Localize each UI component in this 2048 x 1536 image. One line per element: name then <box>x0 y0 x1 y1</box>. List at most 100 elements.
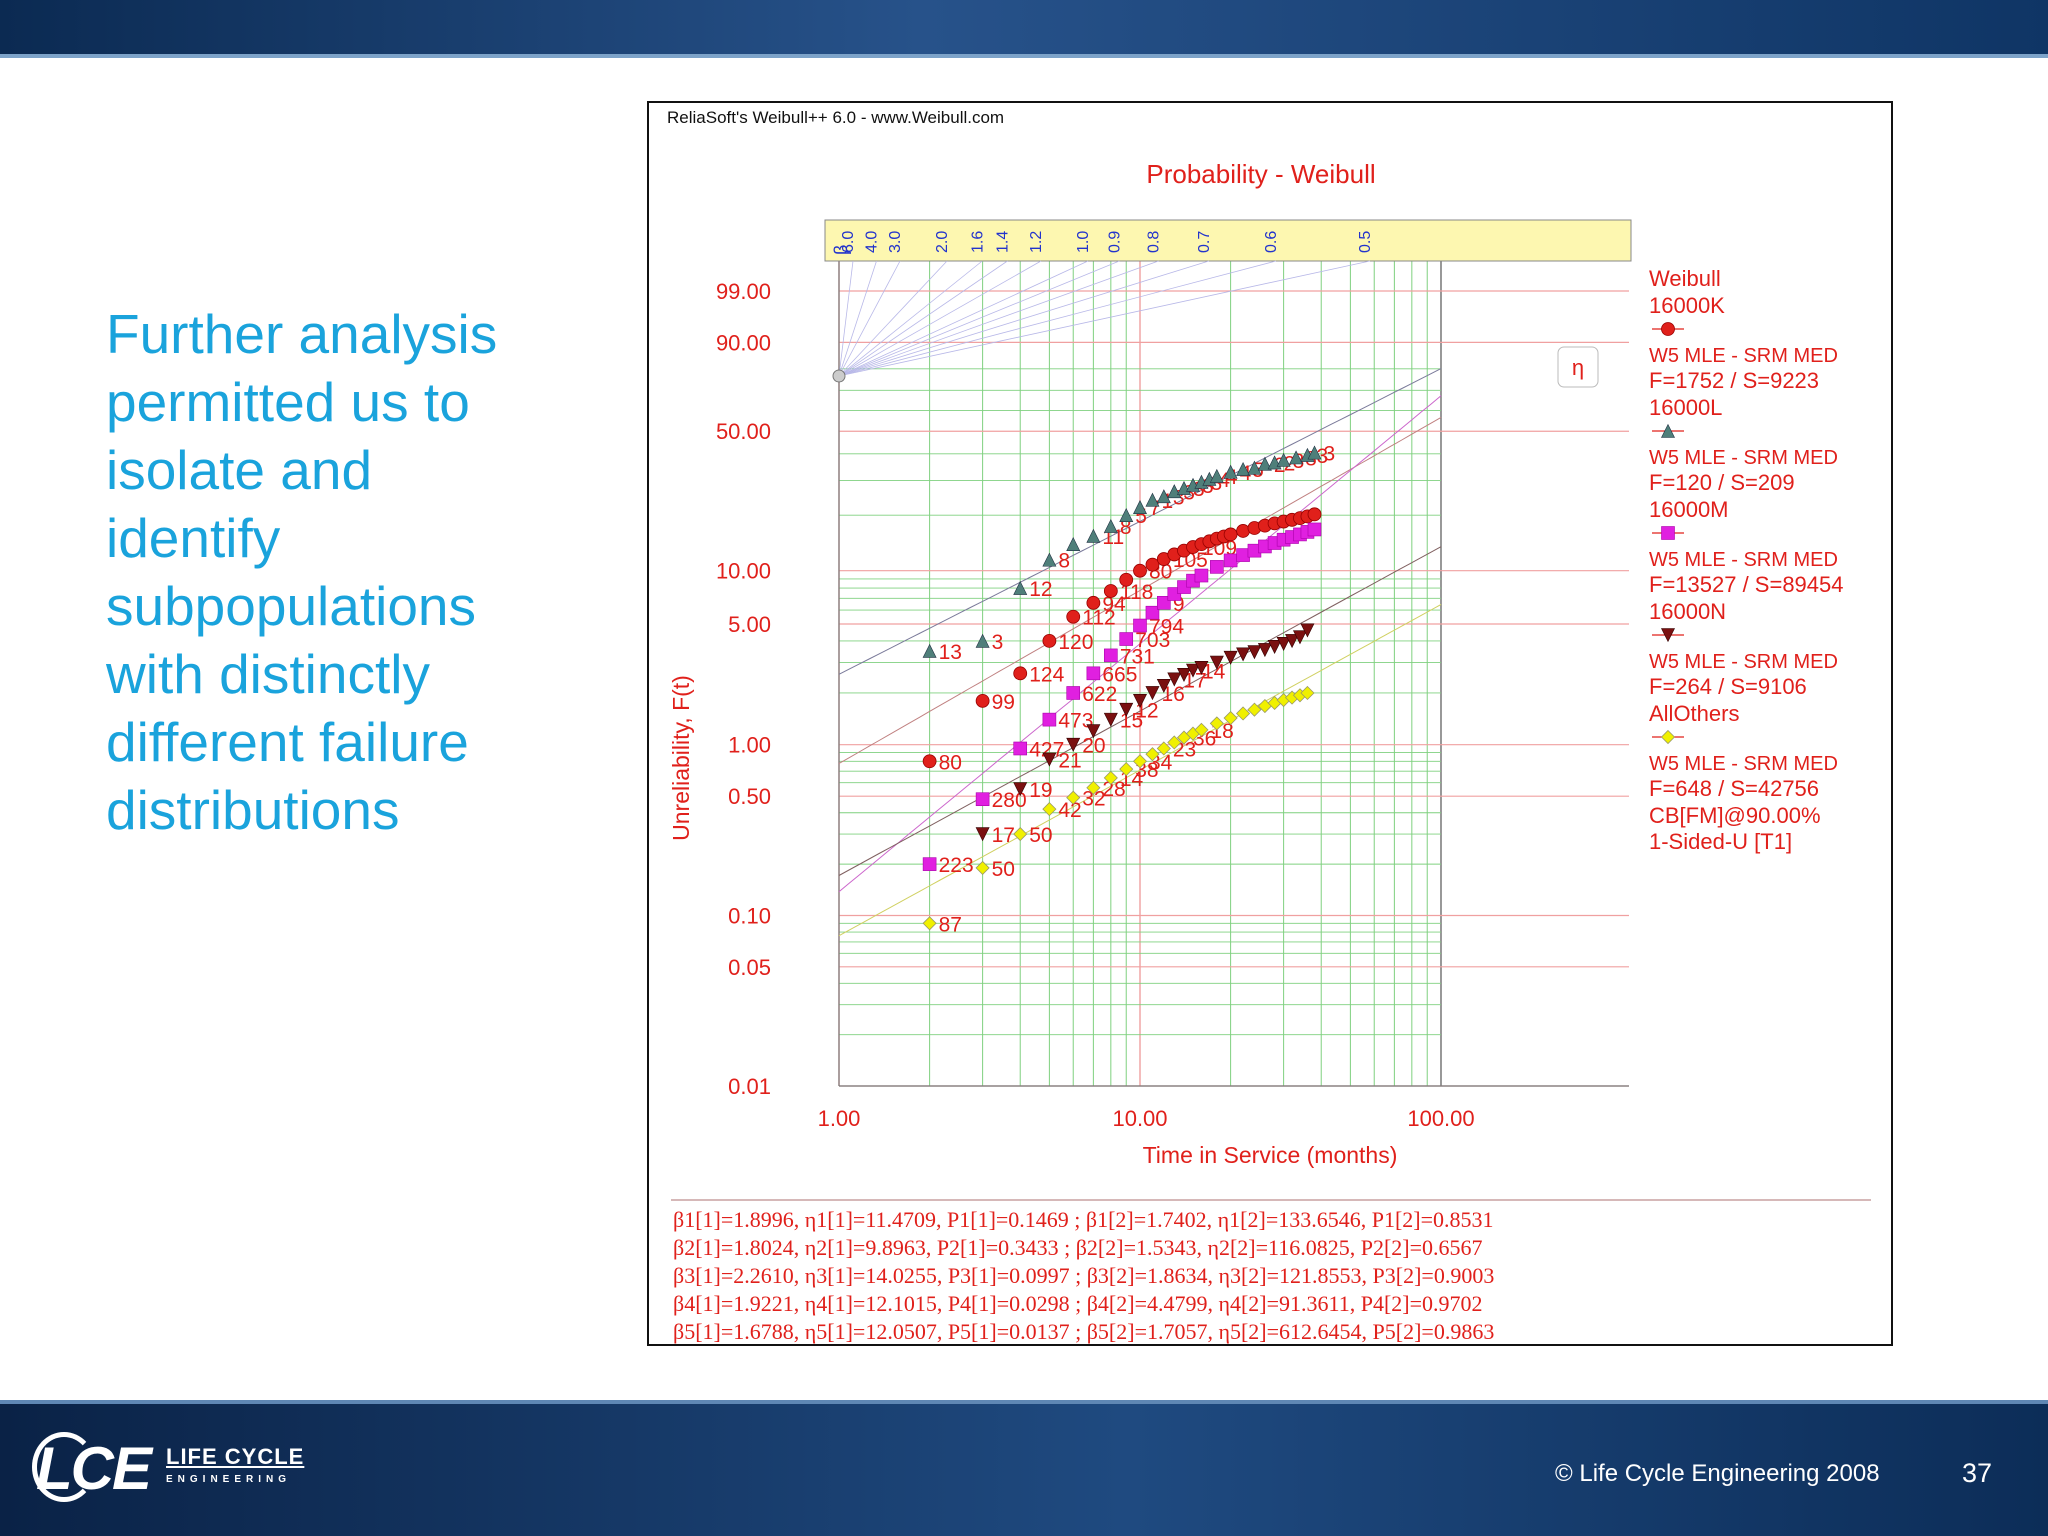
beta-guide-line <box>838 260 1089 377</box>
data-point-label: 731 <box>1120 645 1155 668</box>
slide-text-line: Further analysis <box>106 303 498 365</box>
beta-scale-tick: 2.0 <box>934 231 951 253</box>
beta-scale-tick: 1.2 <box>1028 231 1045 253</box>
y-tick-label: 50.00 <box>716 419 771 444</box>
y-tick-label: 0.10 <box>728 903 771 928</box>
data-point-label: 21 <box>1058 749 1081 772</box>
data-point <box>1236 706 1251 721</box>
data-point <box>1210 560 1224 574</box>
data-point-label: 118 <box>1120 581 1153 604</box>
data-point-label: 14 <box>1202 660 1226 683</box>
data-point <box>1042 634 1057 648</box>
beta-scale-tick: 0.9 <box>1106 231 1123 253</box>
data-point-label: 9 <box>1173 593 1185 616</box>
fitted-line <box>838 368 1442 675</box>
legend-marker <box>1660 729 1676 745</box>
y-tick-label: 10.00 <box>716 559 771 584</box>
x-axis-label: Time in Service (months) <box>1143 1142 1398 1168</box>
legend-series-name: 16000N <box>1649 599 1726 624</box>
data-point <box>1257 643 1272 658</box>
slide-body-text: Further analysis permitted us to isolate… <box>106 300 586 844</box>
data-point <box>1257 456 1272 471</box>
data-point <box>922 754 937 769</box>
legend-series-name: AllOthers <box>1649 701 1739 726</box>
data-point <box>1236 647 1251 662</box>
y-tick-label: 1.00 <box>728 733 771 758</box>
chart-title: Probability - Weibull <box>1146 159 1375 189</box>
data-point <box>1307 522 1322 537</box>
data-point-label: 794 <box>1149 616 1184 639</box>
data-point-label: 17 <box>992 824 1015 847</box>
parameter-line: β3[1]=2.2610, η3[1]=14.0255, P3[1]=0.099… <box>673 1263 1494 1288</box>
data-point <box>1013 741 1028 756</box>
data-point-label: 3 <box>1210 472 1222 495</box>
data-point <box>1133 618 1147 633</box>
data-point <box>1042 752 1057 767</box>
data-point-label: 223 <box>939 854 974 877</box>
data-point-label: 8 <box>1058 550 1070 573</box>
data-point <box>1209 468 1224 483</box>
data-point <box>975 633 990 648</box>
data-point-label: 87 <box>939 913 962 936</box>
data-point <box>1167 672 1182 687</box>
beta-scale-tick: 1.4 <box>994 231 1011 253</box>
fitted-line <box>838 604 1442 937</box>
data-point-label: 42 <box>1058 799 1081 822</box>
data-point <box>1247 702 1262 717</box>
bottom-banner <box>0 1400 2048 1536</box>
slide-text-line: isolate and <box>106 439 373 501</box>
data-point <box>1132 754 1148 769</box>
legend-series-name: 16000K <box>1649 293 1725 318</box>
data-point <box>975 860 990 875</box>
data-point <box>1042 802 1057 817</box>
legend-method: W5 MLE - SRM MED <box>1649 753 1838 775</box>
data-point-label: 80 <box>939 751 962 774</box>
data-point <box>1066 790 1081 805</box>
slide-text-line: identify <box>106 507 281 569</box>
data-point-label: 13 <box>939 641 962 664</box>
x-tick-label: 1.00 <box>818 1106 861 1131</box>
data-point <box>1119 762 1134 777</box>
data-point <box>1103 712 1118 727</box>
data-point <box>1300 623 1315 638</box>
logo-ring-icon <box>32 1432 96 1502</box>
data-point <box>1013 827 1028 842</box>
data-point <box>1267 639 1282 654</box>
beta-guide-line <box>838 260 1159 377</box>
data-point-label: 3 <box>992 631 1004 654</box>
legend-series-name: 16000M <box>1649 497 1729 522</box>
data-point <box>1186 663 1200 678</box>
beta-guide-line <box>838 260 1120 377</box>
beta-scale-tick: 6.0 <box>840 231 857 253</box>
data-point <box>1156 741 1171 756</box>
beta-scale-tick: 0.7 <box>1196 231 1213 253</box>
data-point-label: 3 <box>1202 475 1214 498</box>
parameter-line: β2[1]=1.8024, η2[1]=9.8963, P2[1]=0.3433… <box>673 1235 1483 1260</box>
legend-counts: F=1752 / S=9223 <box>1649 368 1819 393</box>
data-point <box>1119 572 1134 587</box>
data-point <box>1247 645 1262 660</box>
data-point-label: 50 <box>1029 824 1052 847</box>
beta-scale-tick: 1.6 <box>969 231 986 253</box>
data-point <box>1285 634 1300 649</box>
parameter-line: β5[1]=1.6788, η5[1]=12.0507, P5[1]=0.013… <box>673 1319 1494 1344</box>
data-point <box>1133 563 1147 578</box>
beta-guide-line <box>838 260 1209 377</box>
data-point <box>1236 524 1250 538</box>
legend-method: W5 MLE - SRM MED <box>1649 447 1838 469</box>
y-tick-label: 5.00 <box>728 612 771 637</box>
data-point-label: 112 <box>1082 607 1115 630</box>
eta-marker: η <box>1572 355 1584 380</box>
slide-text-line: subpopulations <box>106 575 477 637</box>
legend-footer: 1-Sided-U [T1] <box>1649 829 1792 854</box>
legend-marker <box>1661 322 1675 336</box>
data-point-label: 20 <box>1082 735 1105 758</box>
data-point <box>1119 507 1134 522</box>
beta-guide-line <box>838 260 901 377</box>
data-point-label: 427 <box>1029 738 1064 761</box>
data-point-label: 32 <box>1082 788 1105 811</box>
data-point <box>1194 722 1209 737</box>
data-point <box>1086 666 1101 681</box>
data-point <box>1066 609 1081 624</box>
data-point-label: 94 <box>1102 593 1126 616</box>
